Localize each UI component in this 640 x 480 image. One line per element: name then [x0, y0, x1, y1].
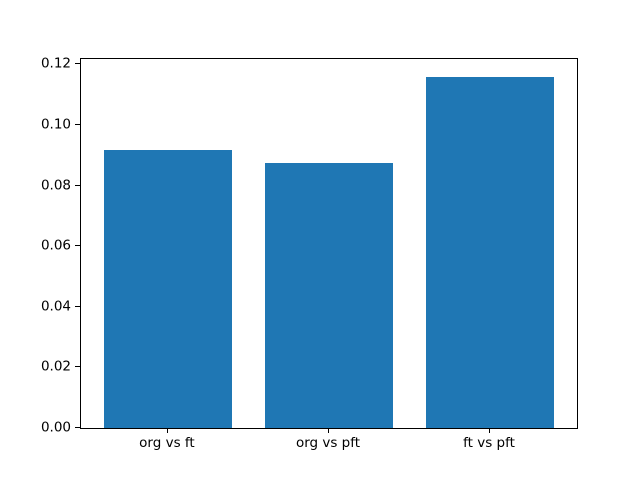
y-tick-label: 0.04	[40, 298, 71, 315]
bar-org-vs-pft	[264, 162, 394, 428]
y-tick-label: 0.12	[40, 55, 71, 72]
y-tick-mark	[75, 245, 80, 247]
x-tick-mark	[489, 428, 491, 433]
y-tick-mark	[75, 427, 80, 428]
y-tick-mark	[75, 124, 80, 126]
x-tick-label: org vs pft	[295, 435, 361, 451]
y-tick-label: 0.08	[40, 176, 71, 193]
y-tick-label: 0.10	[40, 116, 71, 133]
y-tick-label: 0.00	[40, 419, 71, 436]
bar-ft-vs-pft	[425, 76, 555, 428]
y-tick-label: 0.02	[40, 358, 71, 375]
x-tick-mark	[166, 428, 168, 433]
bar-org-vs-ft	[103, 150, 233, 428]
x-tick-label: ft vs pft	[463, 435, 515, 451]
y-tick-mark	[75, 305, 80, 307]
y-tick-mark	[75, 184, 80, 186]
y-tick-mark	[75, 366, 80, 368]
y-tick-label: 0.06	[40, 237, 71, 254]
x-tick-label: org vs ft	[139, 435, 195, 451]
y-tick-mark	[75, 63, 80, 65]
plot-area	[80, 58, 578, 429]
x-tick-mark	[328, 428, 329, 433]
